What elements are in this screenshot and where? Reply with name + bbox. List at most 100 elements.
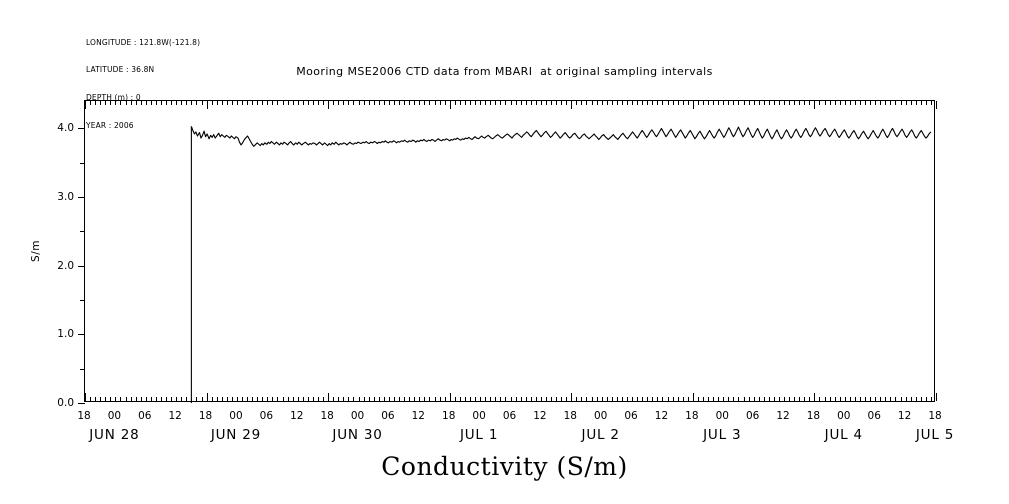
- x-tick-top: [353, 101, 355, 105]
- x-tick-minor: [672, 397, 674, 401]
- x-tick-top: [393, 101, 395, 105]
- x-tick-minor: [616, 397, 618, 401]
- x-tick-top: [272, 101, 274, 105]
- x-tick-top: [399, 101, 401, 105]
- x-tick-top: [530, 101, 532, 105]
- x-tick-top: [480, 101, 482, 105]
- x-tick-minor: [348, 397, 350, 401]
- x-hour-label: 00: [107, 410, 122, 422]
- x-tick-top: [591, 101, 593, 105]
- x-tick-top: [616, 101, 618, 105]
- x-tick-minor: [419, 397, 421, 401]
- x-tick-minor: [535, 397, 537, 401]
- x-tick-minor: [226, 397, 228, 401]
- x-tick-top: [333, 101, 335, 105]
- y-tick-minor: [80, 300, 85, 302]
- x-tick-top: [500, 101, 502, 105]
- x-hour-label: 00: [472, 410, 486, 422]
- x-tick-minor: [510, 397, 512, 401]
- x-tick-minor: [652, 397, 654, 401]
- x-tick-top: [439, 101, 441, 105]
- x-hour-label: 00: [715, 410, 729, 422]
- x-tick-top: [677, 101, 679, 105]
- y-tick-label: 0.0: [57, 397, 74, 409]
- x-tick-minor: [713, 397, 715, 401]
- x-tick-minor: [915, 397, 917, 401]
- x-tick-minor: [439, 397, 441, 401]
- x-tick-top: [708, 101, 710, 105]
- x-tick-top: [611, 101, 613, 105]
- x-tick-top: [186, 101, 188, 105]
- x-tick-minor: [454, 397, 456, 401]
- x-tick-minor: [338, 397, 340, 401]
- x-tick-top: [378, 101, 380, 105]
- x-tick-top: [130, 101, 132, 105]
- x-tick-minor: [606, 397, 608, 401]
- x-tick-top: [799, 101, 801, 105]
- x-tick-minor: [475, 397, 477, 401]
- x-tick-top: [601, 101, 603, 105]
- plot-title: Mooring MSE2006 CTD data from MBARI at o…: [296, 65, 713, 78]
- x-tick-top: [100, 101, 102, 105]
- x-tick-top: [910, 101, 912, 105]
- x-tick-top: [870, 101, 872, 105]
- x-tick-top: [348, 101, 350, 105]
- x-tick-top: [819, 101, 821, 105]
- x-tick-top: [216, 101, 218, 105]
- x-tick-top: [196, 101, 198, 105]
- y-tick-label: 3.0: [57, 191, 74, 204]
- x-tick-top: [748, 101, 750, 105]
- metadata-depth: DEPTH (m) : 0: [86, 93, 141, 103]
- x-tick-top: [551, 101, 553, 105]
- x-tick-top: [540, 101, 542, 105]
- x-tick-top: [495, 101, 497, 105]
- y-tick-major: [78, 403, 85, 404]
- y-tick-label: 1.0: [57, 328, 74, 341]
- x-tick-top: [150, 101, 152, 105]
- x-tick-top: [885, 101, 887, 105]
- x-tick-minor: [368, 397, 370, 401]
- x-tick-minor: [282, 397, 284, 401]
- x-tick-minor: [540, 397, 542, 401]
- x-tick-minor: [809, 397, 811, 401]
- x-tick-top: [581, 101, 583, 105]
- x-tick-top: [860, 101, 862, 105]
- x-tick-top: [915, 101, 917, 105]
- x-tick-minor: [292, 397, 294, 401]
- x-tick-top: [459, 101, 461, 105]
- x-tick-top: [242, 101, 244, 105]
- x-tick-minor: [186, 397, 188, 401]
- x-tick-minor: [566, 397, 568, 401]
- x-tick-top: [865, 101, 867, 105]
- x-tick-minor: [505, 397, 507, 401]
- x-tick-minor: [277, 397, 279, 401]
- x-tick-minor: [718, 397, 720, 401]
- x-tick-minor: [773, 397, 775, 401]
- x-tick-minor: [799, 397, 801, 401]
- x-tick-minor: [794, 397, 796, 401]
- x-tick-minor: [763, 397, 765, 401]
- x-tick-minor: [297, 397, 299, 401]
- x-tick-top: [338, 101, 340, 105]
- x-tick-minor: [464, 397, 466, 401]
- x-tick-minor: [758, 397, 760, 401]
- x-tick-top: [804, 101, 806, 105]
- y-tick-major: [78, 334, 85, 336]
- x-tick-minor: [166, 397, 168, 401]
- x-tick-minor: [100, 397, 102, 401]
- x-tick-top: [110, 101, 112, 105]
- x-hour-label: 06: [381, 410, 395, 422]
- x-tick-minor: [353, 397, 355, 401]
- metadata-year: YEAR : 2006: [86, 121, 134, 131]
- x-tick-top: [738, 101, 740, 105]
- x-tick-minor: [191, 397, 193, 401]
- x-tick-minor: [434, 397, 436, 401]
- x-hour-label: 12: [776, 410, 790, 422]
- x-tick-minor: [784, 397, 786, 401]
- x-tick-minor: [581, 397, 583, 401]
- x-tick-minor: [318, 397, 319, 401]
- x-tick-minor: [181, 397, 183, 401]
- x-hour-label: 06: [259, 410, 274, 422]
- x-tick-top: [475, 101, 477, 105]
